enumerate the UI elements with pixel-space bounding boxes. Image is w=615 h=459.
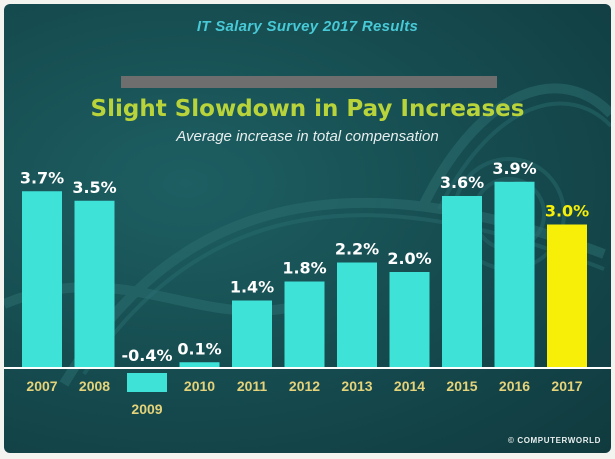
year-label-2017: 2017 bbox=[551, 378, 582, 394]
bar-value-label-2008: 3.5% bbox=[72, 178, 116, 197]
bar-value-label-2014: 2.0% bbox=[387, 249, 431, 268]
bar-value-label-2015: 3.6% bbox=[440, 173, 484, 192]
chart-headline: Slight Slowdown in Pay Increases bbox=[90, 96, 525, 122]
year-label-2012: 2012 bbox=[289, 378, 320, 394]
bar-2007 bbox=[22, 191, 62, 367]
bar-2009 bbox=[127, 373, 167, 392]
bar-2017 bbox=[547, 224, 587, 367]
year-label-2015: 2015 bbox=[446, 378, 477, 394]
bar-value-label-2007: 3.7% bbox=[20, 168, 64, 187]
bar-2013 bbox=[337, 262, 377, 367]
bar-2016 bbox=[494, 181, 535, 367]
bar-value-label-2011: 1.4% bbox=[230, 278, 274, 297]
year-label-2014: 2014 bbox=[394, 378, 425, 394]
year-label-2016: 2016 bbox=[499, 378, 530, 394]
chart-frame: IT Salary Survey 2017 Results Slight Slo… bbox=[4, 4, 611, 453]
bar-2008 bbox=[74, 200, 115, 367]
computerworld-credit: © COMPUTERWORLD bbox=[508, 436, 601, 445]
chart-subtitle: Average increase in total compensation bbox=[176, 128, 439, 145]
year-label-2011: 2011 bbox=[237, 378, 268, 394]
year-label-2008: 2008 bbox=[79, 378, 110, 394]
bar-value-label-2009: -0.4% bbox=[121, 346, 172, 365]
bar-value-label-2013: 2.2% bbox=[335, 240, 379, 259]
bar-chart: 3.7% 2007 3.5% 2008 -0.4% 2009 0.1% 2010 1.4% 201… bbox=[4, 159, 611, 417]
bar-2011 bbox=[232, 300, 272, 367]
survey-title: IT Salary Survey 2017 Results bbox=[196, 18, 419, 35]
bar-2014 bbox=[389, 272, 430, 367]
bar-value-label-2012: 1.8% bbox=[282, 259, 326, 278]
year-label-2009: 2009 bbox=[131, 401, 162, 417]
bar-value-label-2016: 3.9% bbox=[492, 159, 536, 178]
year-label-2010: 2010 bbox=[184, 378, 215, 394]
bar-2015 bbox=[442, 196, 482, 367]
bar-2010 bbox=[179, 362, 220, 367]
bar-value-label-2010: 0.1% bbox=[177, 339, 221, 358]
title-divider bbox=[121, 76, 497, 88]
year-label-2007: 2007 bbox=[26, 378, 57, 394]
bar-value-label-2017: 3.0% bbox=[545, 202, 589, 221]
bar-2012 bbox=[284, 281, 325, 367]
year-label-2013: 2013 bbox=[341, 378, 372, 394]
